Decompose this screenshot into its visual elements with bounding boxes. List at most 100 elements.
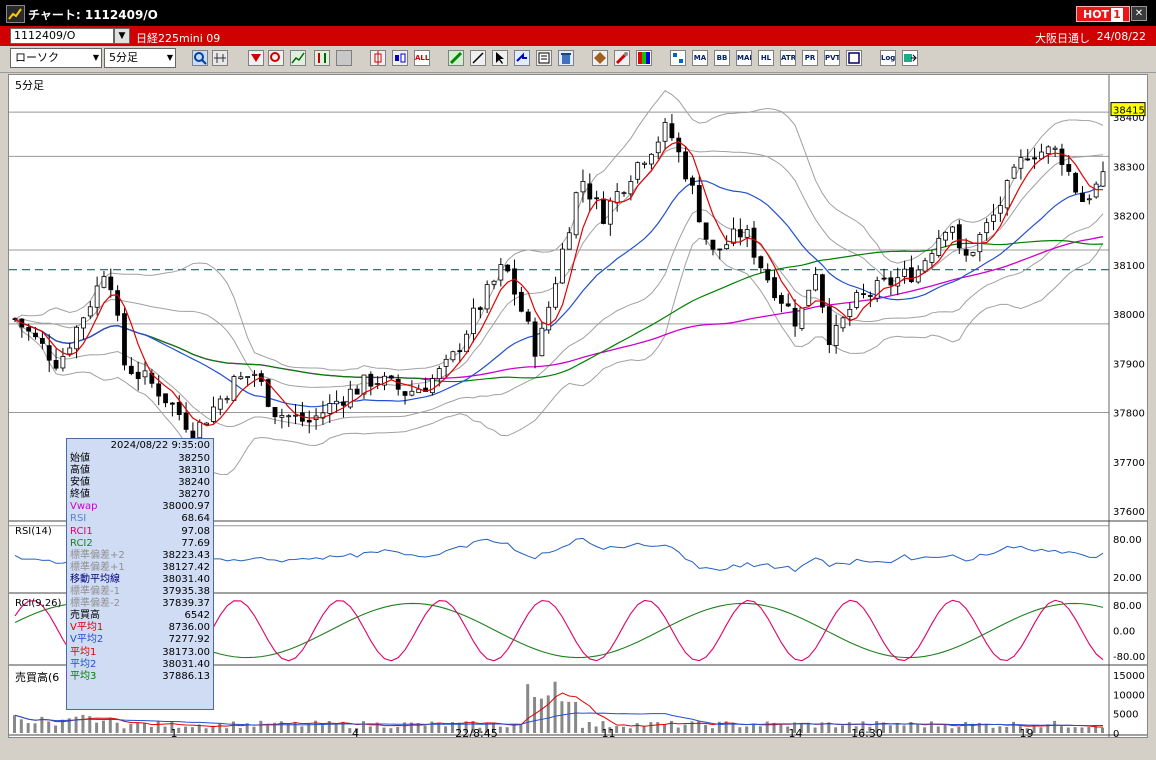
info-row: 平均1 38173.00 — [67, 647, 213, 659]
chevron-down-icon[interactable]: ▼ — [114, 28, 130, 44]
volume-bar — [259, 720, 263, 733]
chart-type-select[interactable]: ローソク ▼ — [10, 48, 102, 68]
candle-body — [737, 229, 743, 238]
volume-bar — [81, 714, 85, 733]
volume-bar — [868, 726, 872, 733]
window-icon[interactable] — [846, 50, 862, 66]
list-icon[interactable] — [536, 50, 552, 66]
zoom-icon[interactable] — [192, 50, 208, 66]
volume-bar — [498, 726, 502, 733]
candle-body — [1093, 183, 1099, 198]
pen-icon[interactable] — [448, 50, 464, 66]
volume-bar — [888, 725, 892, 733]
info-value: 37839.37 — [162, 598, 210, 610]
log-icon[interactable]: Log — [880, 50, 896, 66]
candle-body — [813, 274, 819, 291]
candle-body — [388, 375, 394, 379]
volume-bar — [840, 725, 844, 733]
candle-icon[interactable] — [370, 50, 386, 66]
volume-bar — [348, 728, 352, 733]
volume-bar — [416, 722, 420, 733]
volume-bar — [184, 726, 188, 733]
atr-icon[interactable]: ATR — [780, 50, 796, 66]
volume-bar — [622, 726, 626, 733]
candle-body — [820, 274, 825, 308]
x-axis-label: 4 — [352, 727, 359, 737]
volume-bar — [553, 681, 557, 733]
candle-body — [1086, 198, 1092, 201]
volume-bar — [505, 727, 509, 733]
chart-window[interactable]: 38400 38300 38200 38100 38000 37900 37800 37700… — [8, 74, 1148, 740]
info-value: 38250 — [178, 453, 210, 464]
volume-bar — [26, 723, 30, 733]
line-tool-icon[interactable] — [470, 50, 486, 66]
candle-body — [135, 371, 141, 380]
cursor-icon[interactable] — [492, 50, 508, 66]
volume-bar — [177, 727, 181, 733]
hot-button[interactable]: HOT 1 — [1076, 6, 1130, 22]
palette-icon[interactable] — [636, 50, 652, 66]
volume-bar — [998, 726, 1002, 733]
candle-body — [799, 307, 805, 329]
volume-bar — [231, 721, 235, 733]
candle-body — [984, 222, 990, 234]
arrow-icon[interactable] — [514, 50, 530, 66]
pvt-icon[interactable]: PVT — [824, 50, 840, 66]
volume-bar — [444, 726, 448, 733]
chart-canvas[interactable]: 38400 38300 38200 38100 38000 37900 37800 37700… — [9, 75, 1147, 740]
info-label: 平均3 — [70, 670, 97, 682]
volume-bar — [690, 721, 694, 733]
candle-body — [341, 401, 346, 406]
wrench-icon[interactable] — [614, 50, 630, 66]
mae-icon[interactable]: MAE — [736, 50, 752, 66]
pr-icon[interactable]: PR — [802, 50, 818, 66]
marker-icon[interactable] — [248, 50, 264, 66]
candle-body — [265, 379, 271, 407]
current-price-marker — [1110, 102, 1146, 117]
candle-body — [744, 229, 750, 238]
bb-icon[interactable]: BB — [714, 50, 730, 66]
volume-bar — [115, 722, 119, 733]
info-label: V平均1 — [70, 622, 104, 634]
info-row: V平均1 8736.00 — [67, 622, 213, 634]
trash-icon[interactable] — [558, 50, 574, 66]
candle-body — [1025, 158, 1031, 161]
candle-body — [115, 290, 121, 316]
volume-bar — [587, 722, 591, 733]
candle-body — [909, 267, 914, 283]
volume-bar — [984, 723, 988, 733]
candle-body — [204, 422, 209, 425]
hl-icon[interactable]: HL — [758, 50, 774, 66]
compare-icon[interactable] — [314, 50, 330, 66]
app-icon — [6, 5, 25, 23]
volume-bar — [943, 724, 947, 733]
interval-select[interactable]: 5分足 ▼ — [104, 48, 176, 68]
volume-bar — [1012, 721, 1016, 733]
all-icon[interactable]: ALL — [414, 50, 430, 66]
settings-icon[interactable] — [592, 50, 608, 66]
volume-bar — [95, 722, 99, 733]
candle-body — [1073, 172, 1079, 193]
info-row: 終値 38270 — [67, 489, 213, 501]
candle-body — [1004, 180, 1010, 209]
window-title: チャート: 1112409/O — [28, 8, 158, 22]
symbol-input[interactable]: 1112409/O — [10, 28, 114, 44]
candle2-icon[interactable] — [392, 50, 408, 66]
export-icon[interactable] — [902, 50, 918, 66]
volume-bar — [197, 724, 201, 733]
bars-icon[interactable] — [212, 50, 228, 66]
search-icon[interactable] — [268, 50, 284, 66]
ma-icon[interactable]: MA — [692, 50, 708, 66]
candle-body — [929, 253, 935, 263]
candle-body — [163, 393, 168, 404]
candle-body — [368, 373, 374, 387]
volume-bar — [875, 721, 879, 733]
chart-icon[interactable] — [290, 50, 306, 66]
close-icon[interactable]: ✕ — [1131, 6, 1147, 21]
candle-body — [546, 306, 552, 331]
candle-body — [1066, 164, 1072, 172]
indicator-icon[interactable] — [670, 50, 686, 66]
volume-bar — [642, 726, 646, 733]
volume-bar — [143, 723, 147, 733]
info-value: 8736.00 — [168, 622, 210, 634]
